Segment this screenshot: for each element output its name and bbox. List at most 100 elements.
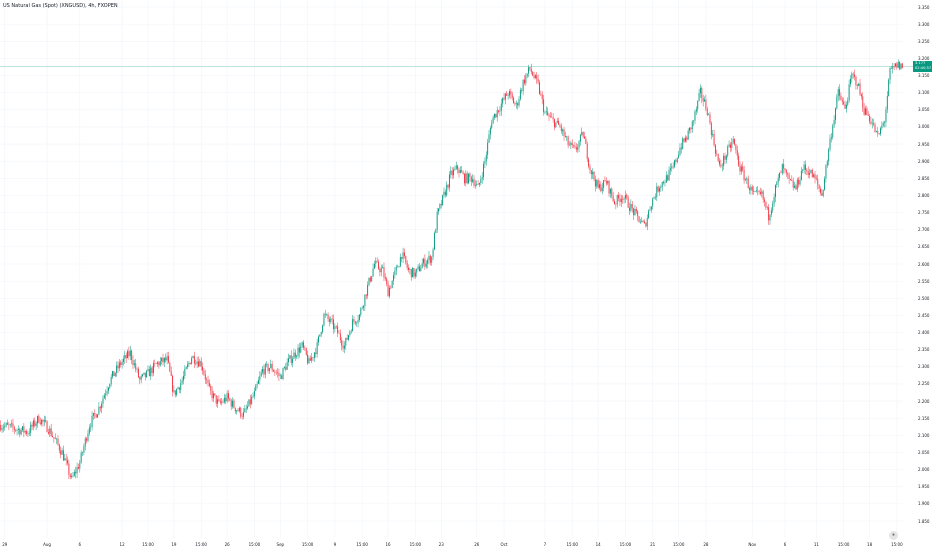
candle-body <box>383 267 385 278</box>
candle-body <box>30 424 32 433</box>
candle-body <box>159 361 161 366</box>
candle-body <box>191 358 193 364</box>
candle-body <box>458 169 460 174</box>
x-tick-label: 29 <box>2 542 8 547</box>
candle-body <box>7 423 8 425</box>
candle-body <box>822 189 824 196</box>
candle-body <box>285 367 287 370</box>
candle-body <box>727 146 729 156</box>
candle-body <box>470 176 472 182</box>
candle-body <box>480 179 482 183</box>
candle-body <box>106 390 108 394</box>
candle-body <box>176 389 178 396</box>
candle-body <box>592 171 594 175</box>
candle-body <box>117 365 119 369</box>
candle-body <box>569 145 570 146</box>
candle-body <box>169 362 171 372</box>
candle-body <box>300 346 302 353</box>
x-tick-label: 15:00 <box>620 542 632 547</box>
candle-body <box>890 68 892 69</box>
candle-body <box>236 410 238 412</box>
candle-body <box>543 99 545 113</box>
candle-body <box>376 260 378 262</box>
candle-body <box>35 423 37 426</box>
candle-body <box>282 368 284 379</box>
candle-body <box>880 128 881 134</box>
candle-body <box>167 356 169 363</box>
candle-body <box>687 130 689 140</box>
candle-body <box>197 361 199 367</box>
candle-body <box>851 73 853 80</box>
candle-body <box>221 401 223 403</box>
candle-body <box>502 98 504 104</box>
candle-body <box>260 372 262 377</box>
candle-body <box>38 416 40 423</box>
candle-body <box>245 408 247 409</box>
candle-body <box>451 170 453 176</box>
candle-body <box>731 142 733 148</box>
candle-body <box>20 430 22 435</box>
candle-body <box>759 192 761 194</box>
candle-body <box>623 198 625 200</box>
candle-body <box>92 412 94 416</box>
candle-body <box>180 383 182 390</box>
candle-body <box>615 203 617 205</box>
candle-body <box>151 367 153 374</box>
candle-body <box>541 94 543 100</box>
candle-body <box>649 209 651 211</box>
candle-body <box>459 170 461 174</box>
candle-body <box>37 416 38 424</box>
candle-body <box>844 104 846 109</box>
x-tick-label: 14 <box>596 542 602 547</box>
candle-body <box>77 467 79 469</box>
candle-body <box>52 435 53 437</box>
candle-body <box>521 90 523 92</box>
y-tick-label: 2.500 <box>918 295 930 301</box>
candle-body <box>157 362 159 364</box>
candle-body <box>785 170 787 173</box>
y-tick-label: 2.400 <box>918 330 930 336</box>
candle-body <box>626 195 628 198</box>
candle-body <box>766 207 768 208</box>
candle-body <box>132 360 134 365</box>
candle-body <box>53 436 55 439</box>
candle-body <box>23 426 25 433</box>
candle-body <box>316 342 318 355</box>
x-tick-label: 15:00 <box>249 542 261 547</box>
candle-body <box>500 103 502 111</box>
candle-body <box>564 135 566 137</box>
candle-body <box>599 184 600 188</box>
candle-body <box>702 98 704 102</box>
candle-body <box>473 179 475 186</box>
candle-body <box>525 75 527 84</box>
tradingview-logo-icon[interactable]: ● <box>889 531 898 540</box>
candle-body <box>397 266 399 268</box>
candle-body <box>824 178 826 190</box>
candle-body <box>665 175 667 183</box>
candle-body <box>268 368 270 372</box>
candle-body <box>714 145 716 154</box>
candle-body <box>619 198 621 203</box>
candle-body <box>380 268 382 273</box>
candle-body <box>343 345 345 349</box>
candle-body <box>90 426 92 428</box>
candle-body <box>39 422 41 425</box>
candle-body <box>772 203 774 211</box>
candle-body <box>305 348 307 355</box>
candle-body <box>754 191 756 192</box>
candle-body <box>49 428 51 434</box>
candle-body <box>24 431 26 433</box>
candle-body <box>429 255 431 263</box>
candle-body <box>674 160 675 167</box>
x-tick-label: 21 <box>650 542 656 547</box>
candle-body <box>61 450 63 455</box>
candle-body <box>199 360 201 367</box>
candle-body <box>110 376 112 384</box>
candle-body <box>225 397 227 402</box>
candle-body <box>16 429 18 431</box>
candle-body <box>508 91 510 96</box>
candle-body <box>450 170 452 175</box>
candle-body <box>54 438 56 440</box>
candle-body <box>701 87 703 99</box>
